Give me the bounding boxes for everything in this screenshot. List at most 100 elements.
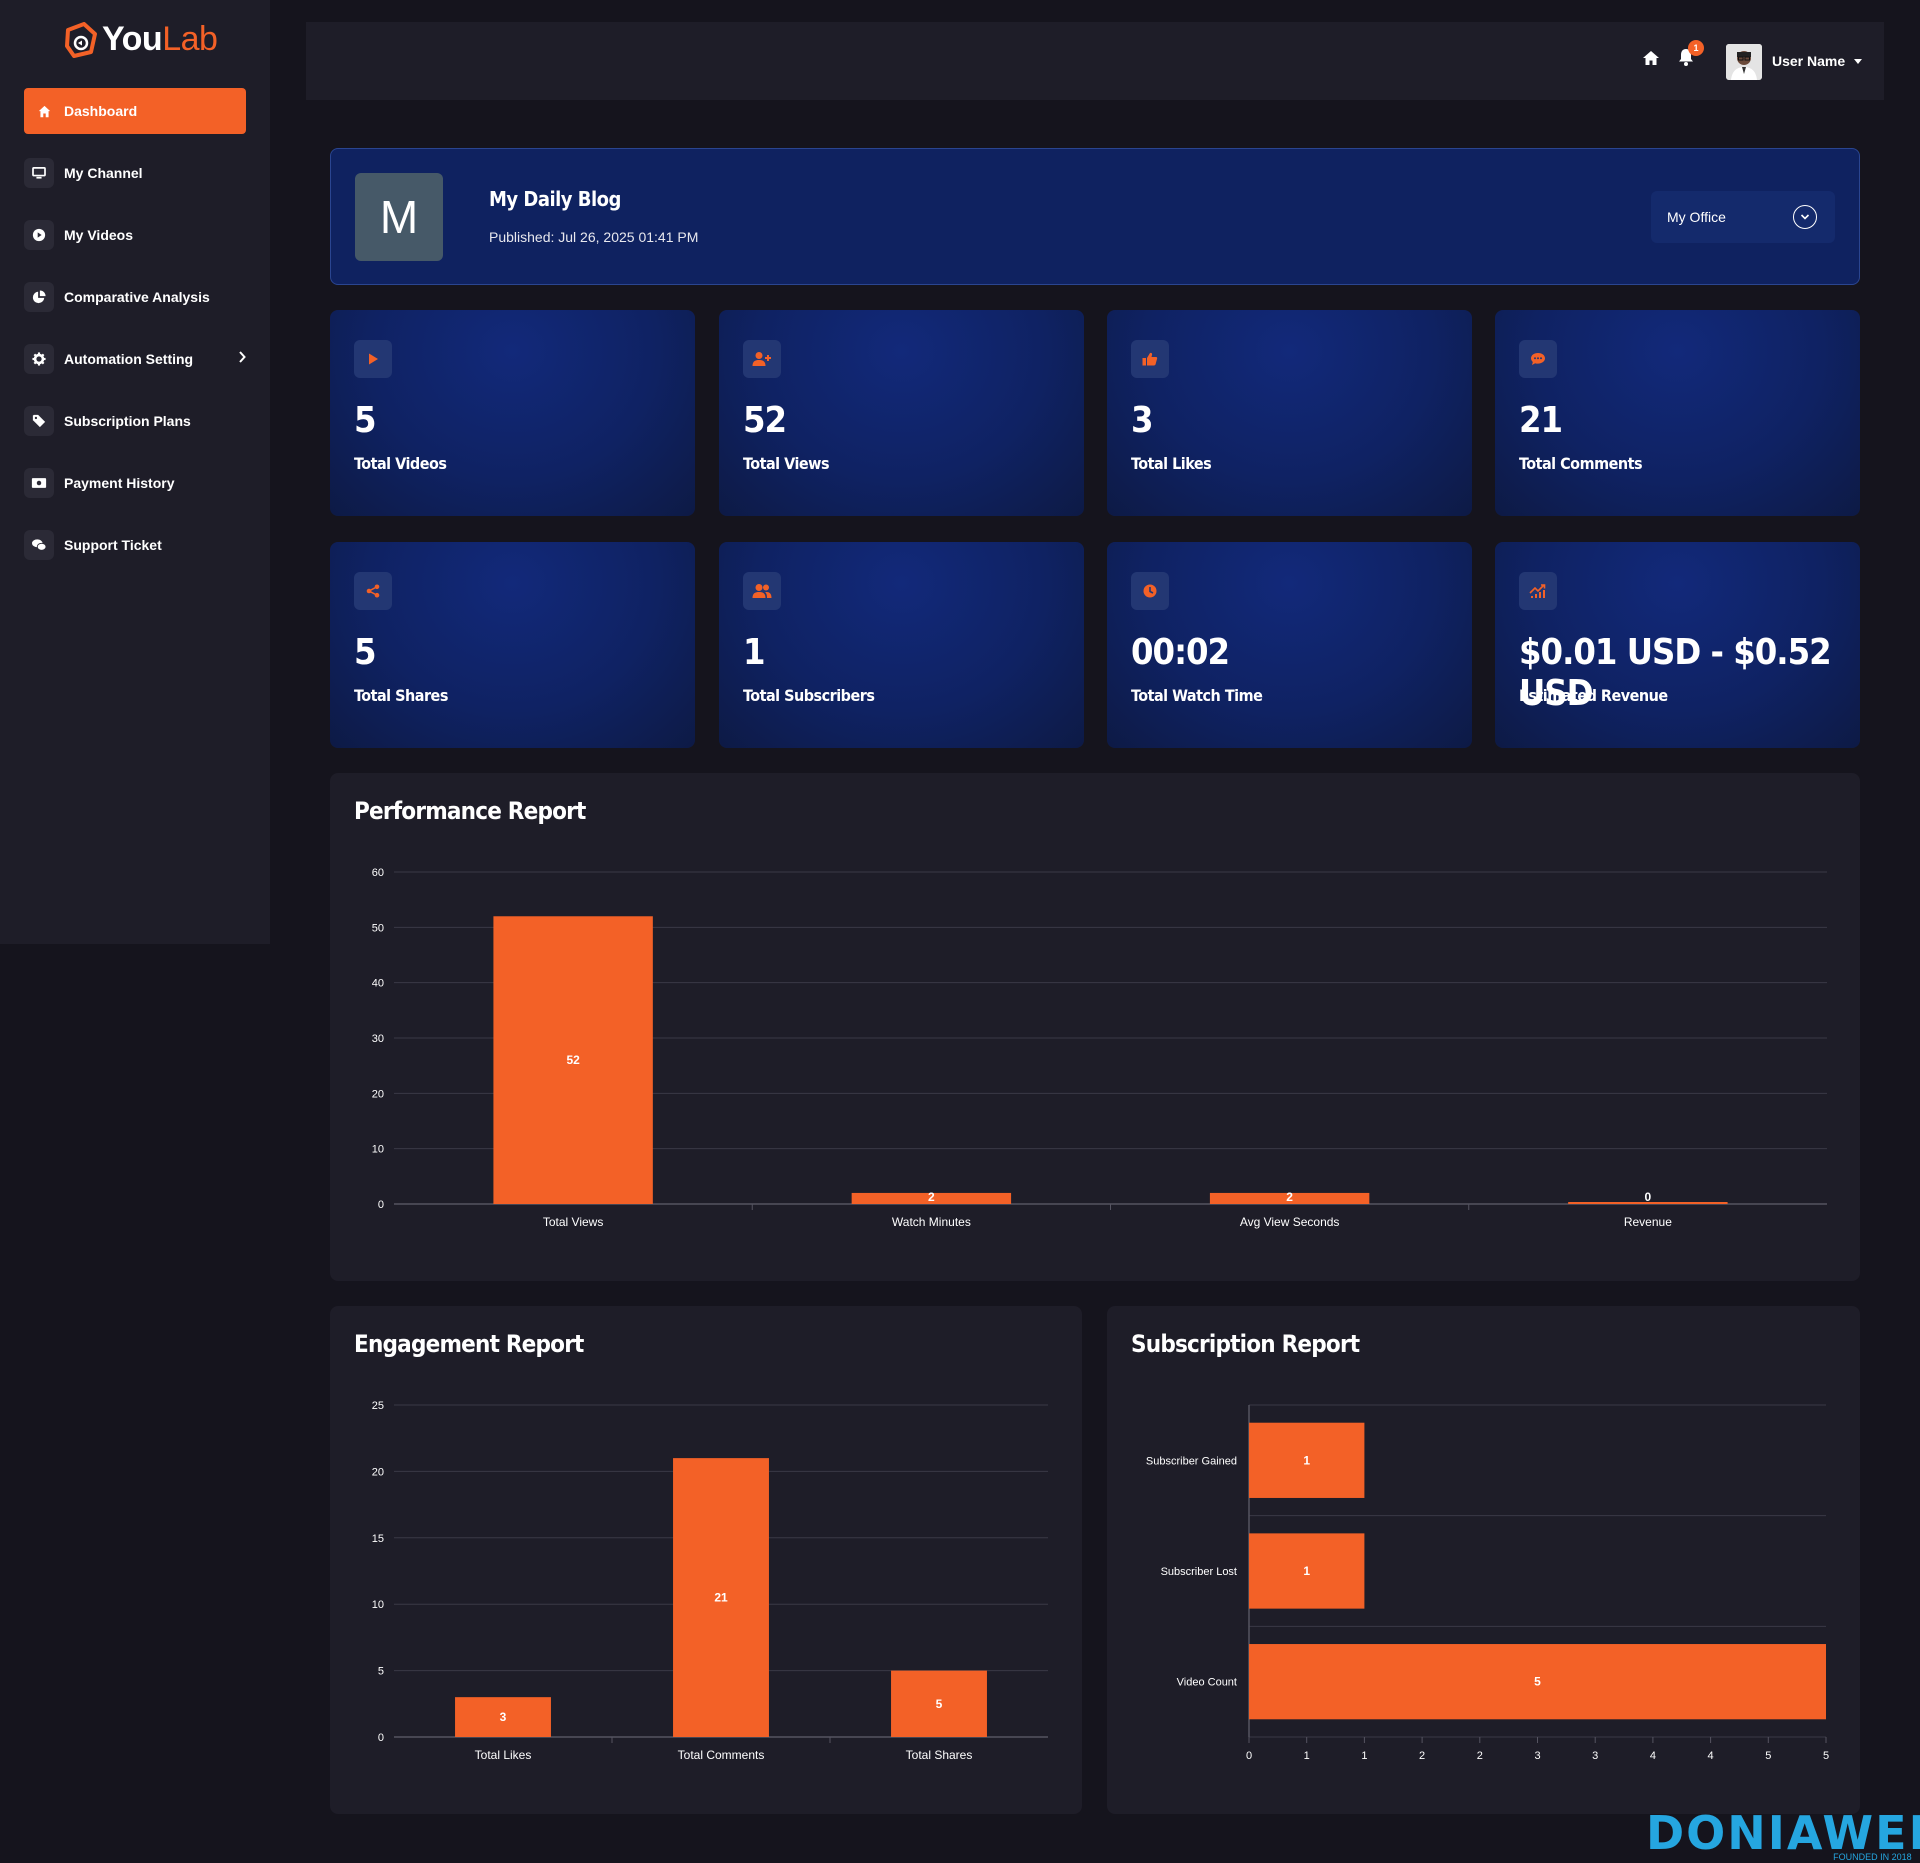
x-category-label: Avg View Seconds: [1240, 1215, 1340, 1229]
logo-text-you: You: [102, 20, 163, 58]
bar-data-label: 0: [1645, 1190, 1652, 1204]
x-category-label: Total Shares: [906, 1748, 973, 1762]
y-tick-label: 5: [378, 1666, 384, 1678]
youlab-logo-icon: [64, 21, 98, 58]
comment-icon: [1519, 340, 1557, 378]
stat-card-total-watch-time: 00:02 Total Watch Time: [1107, 542, 1472, 748]
sidebar-item-payment-history[interactable]: Payment History: [24, 460, 246, 506]
topbar: 1 User Name: [306, 22, 1884, 100]
money-icon: [24, 468, 54, 498]
engagement-report-panel: Engagement Report 0 5 10 15 20 25 3 Total Likes…: [330, 1306, 1082, 1814]
engagement-report-chart: 0 5 10 15 20 25 3 Total Likes 21 Total Comments 5 T…: [372, 1400, 1048, 1762]
clock-icon: [1131, 572, 1169, 610]
subscription-report-chart: 0 1 1 2 2 3 3 4 4 5 5 1 Subscriber Gained 1 Subscriber…: [1146, 1404, 1829, 1762]
logo-text-lab: Lab: [162, 20, 218, 58]
channel-select[interactable]: My Office: [1651, 191, 1835, 243]
x-tick-label: 5: [1765, 1750, 1771, 1762]
stat-label: Estimated Revenue: [1519, 686, 1668, 705]
chart-title: Performance Report: [354, 797, 586, 825]
home-icon[interactable]: [1642, 50, 1660, 71]
stat-value: 00:02: [1131, 632, 1230, 673]
x-category-label: Revenue: [1624, 1215, 1672, 1229]
channel-select-value: My Office: [1667, 209, 1726, 225]
sidebar-item-label: Payment History: [64, 475, 175, 491]
x-tick-label: 3: [1592, 1750, 1598, 1762]
sidebar: YouLab Dashboard My Channel My Videos Co…: [0, 0, 270, 944]
sidebar-item-support-ticket[interactable]: Support Ticket: [24, 522, 246, 568]
chevron-right-icon: [238, 350, 246, 366]
y-tick-label: 40: [372, 978, 384, 990]
bar-data-label: 2: [1286, 1190, 1293, 1204]
y-tick-label: 25: [372, 1400, 384, 1412]
tag-icon: [24, 406, 54, 436]
bar: [493, 916, 653, 1204]
pie-chart-icon: [24, 282, 54, 312]
sidebar-item-comparative-analysis[interactable]: Comparative Analysis: [24, 274, 246, 320]
sidebar-item-label: My Videos: [64, 227, 133, 243]
sidebar-item-label: Comparative Analysis: [64, 289, 210, 305]
play-icon: [354, 340, 392, 378]
notification-badge: 1: [1688, 40, 1704, 56]
sidebar-item-my-channel[interactable]: My Channel: [24, 150, 246, 196]
published-date: Published: Jul 26, 2025 01:41 PM: [489, 229, 699, 245]
stat-value: 21: [1519, 400, 1563, 441]
stat-value: 1: [743, 632, 766, 673]
sidebar-item-dashboard[interactable]: Dashboard: [24, 88, 246, 134]
stat-label: Total Videos: [354, 454, 447, 473]
bar: [851, 1192, 1012, 1204]
sidebar-item-label: My Channel: [64, 165, 143, 181]
y-tick-label: 30: [372, 1033, 384, 1045]
stat-value: 5: [354, 400, 377, 441]
monitor-icon: [24, 158, 54, 188]
x-tick-label: 1: [1304, 1750, 1310, 1762]
bar: [891, 1670, 987, 1737]
sidebar-item-label: Support Ticket: [64, 537, 162, 553]
bar-data-label: 1: [1303, 1564, 1310, 1578]
x-tick-label: 2: [1419, 1750, 1425, 1762]
sidebar-item-my-videos[interactable]: My Videos: [24, 212, 246, 258]
avatar[interactable]: [1726, 44, 1762, 80]
x-tick-label: 1: [1361, 1750, 1367, 1762]
sidebar-item-label: Subscription Plans: [64, 413, 191, 429]
sidebar-item-automation-setting[interactable]: Automation Setting: [24, 336, 246, 382]
y-category-label: Subscriber Gained: [1146, 1455, 1237, 1467]
stat-label: Total Views: [743, 454, 830, 473]
y-tick-label: 0: [378, 1732, 384, 1744]
y-tick-label: 10: [372, 1144, 384, 1156]
chart-title: Subscription Report: [1131, 1330, 1360, 1358]
stat-label: Total Subscribers: [743, 686, 875, 705]
share-icon: [354, 572, 392, 610]
bar-data-label: 5: [936, 1697, 943, 1711]
stat-value: $0.01 USD - $0.52 USD: [1519, 632, 1832, 714]
watermark-text: DONIAWEB: [1646, 1806, 1920, 1860]
stat-card-total-comments: 21 Total Comments: [1495, 310, 1860, 516]
user-name[interactable]: User Name: [1772, 53, 1846, 69]
y-tick-label: 20: [372, 1088, 384, 1100]
bar: [1209, 1192, 1370, 1204]
bar: [1249, 1422, 1365, 1498]
x-tick-label: 4: [1708, 1750, 1714, 1762]
stat-value: 3: [1131, 400, 1154, 441]
caret-down-icon[interactable]: [1854, 59, 1862, 64]
x-tick-label: 3: [1534, 1750, 1540, 1762]
watermark: DONIAWEB FOUNDED IN 2018: [1646, 1810, 1920, 1862]
gear-icon: [24, 344, 54, 374]
sidebar-item-label: Automation Setting: [64, 351, 194, 367]
x-tick-label: 2: [1477, 1750, 1483, 1762]
bar: [1249, 1533, 1365, 1609]
x-category-label: Watch Minutes: [892, 1215, 971, 1229]
stat-card-total-subscribers: 1 Total Subscribers: [719, 542, 1084, 748]
user-plus-icon: [743, 340, 781, 378]
home-icon: [34, 96, 54, 126]
x-category-label: Total Likes: [475, 1748, 532, 1762]
sidebar-item-subscription-plans[interactable]: Subscription Plans: [24, 398, 246, 444]
stat-card-estimated-revenue: $0.01 USD - $0.52 USD Estimated Revenue: [1495, 542, 1860, 748]
y-tick-label: 20: [372, 1466, 384, 1478]
chat-icon: [24, 530, 54, 560]
stat-card-total-views: 52 Total Views: [719, 310, 1084, 516]
notification-bell-icon[interactable]: 1: [1678, 40, 1704, 71]
y-tick-label: 10: [372, 1599, 384, 1611]
y-tick-label: 50: [372, 922, 384, 934]
logo[interactable]: YouLab: [64, 20, 218, 59]
